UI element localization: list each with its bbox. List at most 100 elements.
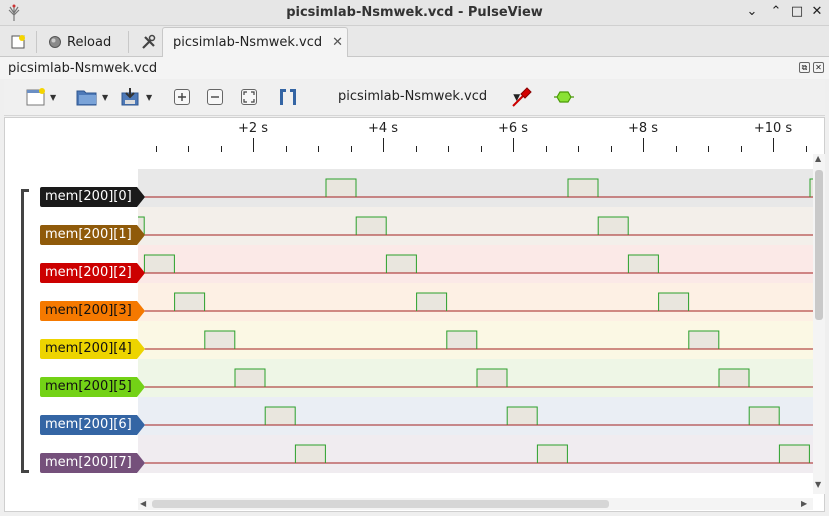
signal-name: mem[200][4] (40, 339, 137, 359)
pulse-area (416, 293, 447, 311)
ruler-minor-tick (806, 146, 807, 152)
signal-label[interactable]: mem[200][0] (40, 187, 145, 207)
scroll-right-icon[interactable]: ▶ (801, 499, 808, 508)
chevron-down-icon[interactable]: ▼ (50, 92, 57, 102)
pulse-area (749, 407, 780, 425)
tools-icon (142, 34, 156, 49)
signal-label[interactable]: mem[200][2] (40, 263, 145, 283)
signal-label[interactable]: mem[200][6] (40, 415, 145, 435)
zoom-fit-button[interactable] (241, 86, 257, 108)
settings-button[interactable] (134, 30, 164, 54)
vertical-scrollbar[interactable]: ▲ ▼ (813, 154, 825, 494)
ruler-minor-tick (611, 146, 612, 152)
trace-view[interactable]: +2 s +4 s +6 s +8 s +10 s mem[200][0] mem[200… (4, 117, 825, 512)
scroll-up-icon[interactable]: ▲ (815, 154, 822, 163)
ruler-minor-tick (676, 146, 677, 152)
ruler-minor-tick (708, 146, 709, 152)
save-button[interactable]: ▼ (120, 86, 152, 108)
toolbar-separator (128, 31, 129, 53)
signal-name: mem[200][2] (40, 263, 137, 283)
ruler-minor-tick (741, 146, 742, 152)
signal-label-arrow (136, 301, 145, 321)
signal-label-arrow (136, 377, 145, 397)
signal-label-arrow (136, 187, 145, 207)
pulse-area (386, 255, 417, 273)
signal-label[interactable]: mem[200][4] (40, 339, 145, 359)
signal-lane[interactable] (138, 397, 813, 435)
signal-name: mem[200][0] (40, 187, 137, 207)
float-panel-icon[interactable]: ⧉ (799, 62, 810, 73)
pulse-area (658, 293, 689, 311)
signal-lanes[interactable] (138, 169, 813, 481)
pulse-area (265, 407, 296, 425)
ruler-major-tick (383, 138, 384, 152)
tab-session[interactable]: picsimlab-Nsmwek.vcd ✕ (162, 27, 348, 57)
cursor-button[interactable] (277, 86, 299, 108)
signal-label[interactable]: mem[200][3] (40, 301, 145, 321)
chevron-down-icon[interactable]: ▼ (146, 92, 153, 102)
ruler-major-tick (773, 138, 774, 152)
close-window-icon[interactable]: ✕ (811, 4, 823, 19)
chevron-down-icon: ▼ (513, 93, 521, 103)
pulse-area (507, 407, 538, 425)
wave-high-pulse (385, 254, 417, 273)
reload-button[interactable]: Reload (42, 30, 117, 54)
wave-high-pulse (234, 368, 266, 387)
signal-lane[interactable] (138, 359, 813, 397)
pulse-area (204, 331, 235, 349)
horizontal-scroll-thumb[interactable] (152, 500, 609, 508)
horizontal-scrollbar[interactable]: ◀ ▶ (138, 498, 813, 510)
scroll-left-icon[interactable]: ◀ (140, 499, 147, 508)
save-icon (121, 88, 139, 106)
group-bracket[interactable] (21, 189, 29, 473)
main-tab-bar: Reload picsimlab-Nsmwek.vcd ✕ (0, 26, 829, 57)
chevron-down-icon[interactable]: ▼ (102, 92, 109, 102)
ruler-minor-tick (481, 146, 482, 152)
ruler-minor-tick (188, 146, 189, 152)
wave-high-pulse (204, 330, 236, 349)
wave-high-pulse (597, 216, 629, 235)
signal-lane[interactable] (138, 283, 813, 321)
zoom-out-icon (207, 89, 223, 105)
zoom-fit-icon (241, 89, 257, 105)
vertical-scroll-thumb[interactable] (815, 170, 823, 320)
scroll-down-icon[interactable]: ▼ (815, 480, 822, 489)
view-panel-header: picsimlab-Nsmwek.vcd ⧉ ✕ (0, 57, 829, 79)
add-decoder-button[interactable] (553, 86, 575, 108)
new-view-icon (26, 88, 45, 106)
cursor-icon (280, 89, 296, 105)
zoom-out-button[interactable] (207, 86, 223, 108)
new-session-button[interactable] (4, 30, 32, 54)
open-button[interactable]: ▼ (76, 86, 108, 108)
signal-lane[interactable] (138, 435, 813, 473)
window-title: picsimlab-Nsmwek.vcd - PulseView (286, 5, 543, 20)
signal-lane[interactable] (138, 207, 813, 245)
wave-high-pulse (355, 216, 387, 235)
signal-lane[interactable] (138, 321, 813, 359)
probe-button[interactable] (511, 86, 533, 108)
signal-label[interactable]: mem[200][1] (40, 225, 145, 245)
close-panel-icon[interactable]: ✕ (813, 62, 824, 73)
pulse-area (235, 369, 265, 387)
pulse-area (719, 369, 749, 387)
signal-lane[interactable] (138, 245, 813, 283)
minimize-icon[interactable]: ⌄ (746, 4, 758, 19)
signal-lane[interactable] (138, 169, 813, 207)
zoom-in-button[interactable] (174, 86, 190, 108)
title-bar: picsimlab-Nsmwek.vcd - PulseView ⌄ ⌃ □ ✕ (0, 0, 829, 26)
ruler-minor-tick (286, 146, 287, 152)
ruler-minor-tick (578, 146, 579, 152)
time-ruler[interactable]: +2 s +4 s +6 s +8 s +10 s (138, 118, 813, 154)
signal-name: mem[200][5] (40, 377, 137, 397)
session-select[interactable]: picsimlab-Nsmwek.vcd ▼ (338, 89, 520, 104)
new-view-button[interactable]: ▼ (26, 86, 56, 108)
pulse-area (779, 445, 810, 463)
wave-high-pulse (809, 178, 813, 197)
tab-close-icon[interactable]: ✕ (332, 35, 344, 50)
maximize-icon[interactable]: □ (790, 4, 804, 19)
signal-label[interactable]: mem[200][7] (40, 453, 145, 473)
waveform (138, 406, 813, 426)
shade-icon[interactable]: ⌃ (770, 4, 782, 19)
signal-name: mem[200][6] (40, 415, 137, 435)
signal-label[interactable]: mem[200][5] (40, 377, 145, 397)
